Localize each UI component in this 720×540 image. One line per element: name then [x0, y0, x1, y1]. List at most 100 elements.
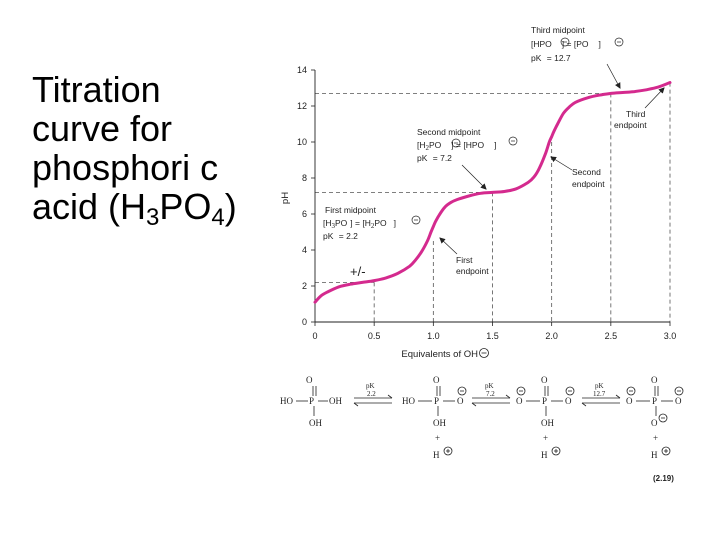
second-midpoint-label: Second midpoint: [417, 127, 481, 137]
svg-text:O: O: [651, 375, 658, 385]
svg-text:+: +: [543, 433, 548, 443]
x-tick-label: 2.0: [545, 331, 558, 341]
charge-3minus-icon: [614, 37, 624, 47]
charge-minus-icon: [451, 138, 461, 148]
first-endpoint-label-2: endpoint: [456, 266, 489, 276]
svg-text:pK = 12.7: pK = 12.7: [531, 53, 571, 63]
dissociation-scheme: O HO P OH OH pK 2.2 O HO P O: [280, 375, 684, 460]
x-tick-label: 2.5: [605, 331, 618, 341]
third-endpoint-annotation: Third endpoint: [614, 87, 665, 130]
title-text-3: ): [224, 186, 237, 227]
svg-text:O: O: [457, 396, 464, 406]
x-tick-label: 0: [312, 331, 317, 341]
arrow-2-value: 7.2: [486, 390, 495, 398]
arrow-3-pk: pK: [595, 382, 604, 390]
first-midpoint-po: PO: [335, 218, 348, 228]
first-midpoint-h: [H: [323, 218, 332, 228]
third-midpoint-value: = 12.7: [544, 53, 571, 63]
y-tick-label: 14: [297, 65, 307, 75]
charge-2minus-icon: [560, 37, 570, 47]
svg-text:OH: OH: [329, 396, 342, 406]
second-midpoint-hpo: ] = [HPO: [451, 140, 484, 150]
x-axis-label: Equivalents of OH: [401, 349, 478, 360]
svg-text:[HPO] = [PO]: [HPO ] = [PO]: [531, 39, 601, 49]
third-midpoint-label: Third midpoint: [531, 25, 585, 35]
svg-text:H: H: [651, 450, 658, 460]
species-hpo4: O O P O OH + H: [516, 375, 575, 460]
y-tick-label: 6: [302, 209, 307, 219]
second-midpoint-pk: pK: [417, 153, 428, 163]
second-midpoint-annotation: Second midpoint [H2PO] = [HPO] pK = 7.2: [417, 127, 518, 190]
svg-text:pK = 2.2: pK = 2.2: [323, 231, 358, 241]
y-tick-label: 4: [302, 245, 307, 255]
charge-2minus-icon: [508, 136, 518, 146]
third-midpoint-pk: pK: [531, 53, 542, 63]
slide-title: Titration curve for phosphori c acid (H3…: [32, 69, 242, 230]
y-axis-label: pH: [280, 192, 291, 204]
tick-labels: 0 2 4 6 8 10 12 14 0 0.5 1.0 1.5 2.0 2.5 3.0: [297, 65, 676, 341]
third-midpoint-po: ] = [PO: [562, 39, 589, 49]
first-midpoint-annotation: First midpoint [H3PO] = [H2PO] pK = 2.2: [323, 205, 421, 241]
second-midpoint-bracket: ]: [494, 140, 496, 150]
first-midpoint-po2: PO: [374, 218, 387, 228]
svg-text:O: O: [651, 418, 658, 428]
first-midpoint-h2: ] = [H: [350, 218, 371, 228]
title-text-1: Titration curve for phosphori c acid (H: [32, 69, 219, 227]
y-tick-label: 0: [302, 317, 307, 327]
second-endpoint-annotation: Second endpoint: [550, 156, 605, 189]
arrow-1-value: 2.2: [367, 390, 376, 398]
svg-text:pK = 7.2: pK = 7.2: [417, 153, 452, 163]
svg-text:O: O: [516, 396, 523, 406]
second-endpoint-label-2: endpoint: [572, 179, 605, 189]
svg-text:+: +: [435, 433, 440, 443]
species-h3po4: O HO P OH OH: [280, 375, 342, 428]
svg-text:[H2PO] = [HPO]: [H2PO] = [HPO]: [417, 140, 497, 152]
svg-text:O: O: [626, 396, 633, 406]
hydroxide-charge-icon: [479, 348, 489, 358]
first-midpoint-pk: pK: [323, 231, 334, 241]
third-midpoint-hpo: [HPO: [531, 39, 552, 49]
x-tick-label: 3.0: [664, 331, 677, 341]
svg-text:P: P: [652, 396, 657, 406]
svg-text:OH: OH: [541, 418, 554, 428]
svg-text:O: O: [306, 375, 313, 385]
svg-text:O: O: [675, 396, 682, 406]
equilibrium-arrow-3: pK 12.7: [581, 382, 621, 407]
first-endpoint-label: First: [456, 255, 473, 265]
first-midpoint-label: First midpoint: [325, 205, 377, 215]
third-endpoint-label-2: endpoint: [614, 120, 647, 130]
plus-minus-mark: +/-: [350, 264, 366, 279]
third-midpoint-bracket: ]: [598, 39, 600, 49]
arrow-2-pk: pK: [485, 382, 494, 390]
y-tick-label: 10: [297, 137, 307, 147]
titration-curve: [313, 81, 672, 304]
svg-text:HO: HO: [280, 396, 293, 406]
svg-text:O: O: [541, 375, 548, 385]
x-tick-label: 0.5: [368, 331, 381, 341]
first-midpoint-value: = 2.2: [336, 231, 358, 241]
y-tick-label: 2: [302, 281, 307, 291]
third-midpoint-annotation: Third midpoint [HPO ] = [PO] pK = 12.7: [531, 25, 624, 89]
x-tick-label: 1.5: [486, 331, 499, 341]
x-tick-label: 1.0: [427, 331, 440, 341]
svg-text:O: O: [433, 375, 440, 385]
title-subscript-3: 3: [146, 204, 160, 231]
second-endpoint-label: Second: [572, 167, 601, 177]
charge-minus-icon: [411, 215, 421, 225]
svg-text:O: O: [565, 396, 572, 406]
title-text-2: PO: [159, 186, 212, 227]
svg-text:P: P: [542, 396, 547, 406]
third-endpoint-label: Third: [626, 109, 646, 119]
arrow-3-value: 12.7: [593, 390, 606, 398]
equilibrium-arrow-1: pK 2.2: [353, 382, 393, 407]
second-midpoint-value: = 7.2: [430, 153, 452, 163]
arrow-1-pk: pK: [366, 382, 375, 390]
first-endpoint-annotation: First endpoint: [439, 237, 489, 276]
svg-text:+: +: [653, 433, 658, 443]
title-subscript-4: 4: [211, 204, 225, 231]
svg-text:P: P: [434, 396, 439, 406]
equation-number: (2.19): [653, 474, 674, 483]
second-midpoint-po: PO: [429, 140, 442, 150]
second-midpoint-h: [H: [417, 140, 426, 150]
